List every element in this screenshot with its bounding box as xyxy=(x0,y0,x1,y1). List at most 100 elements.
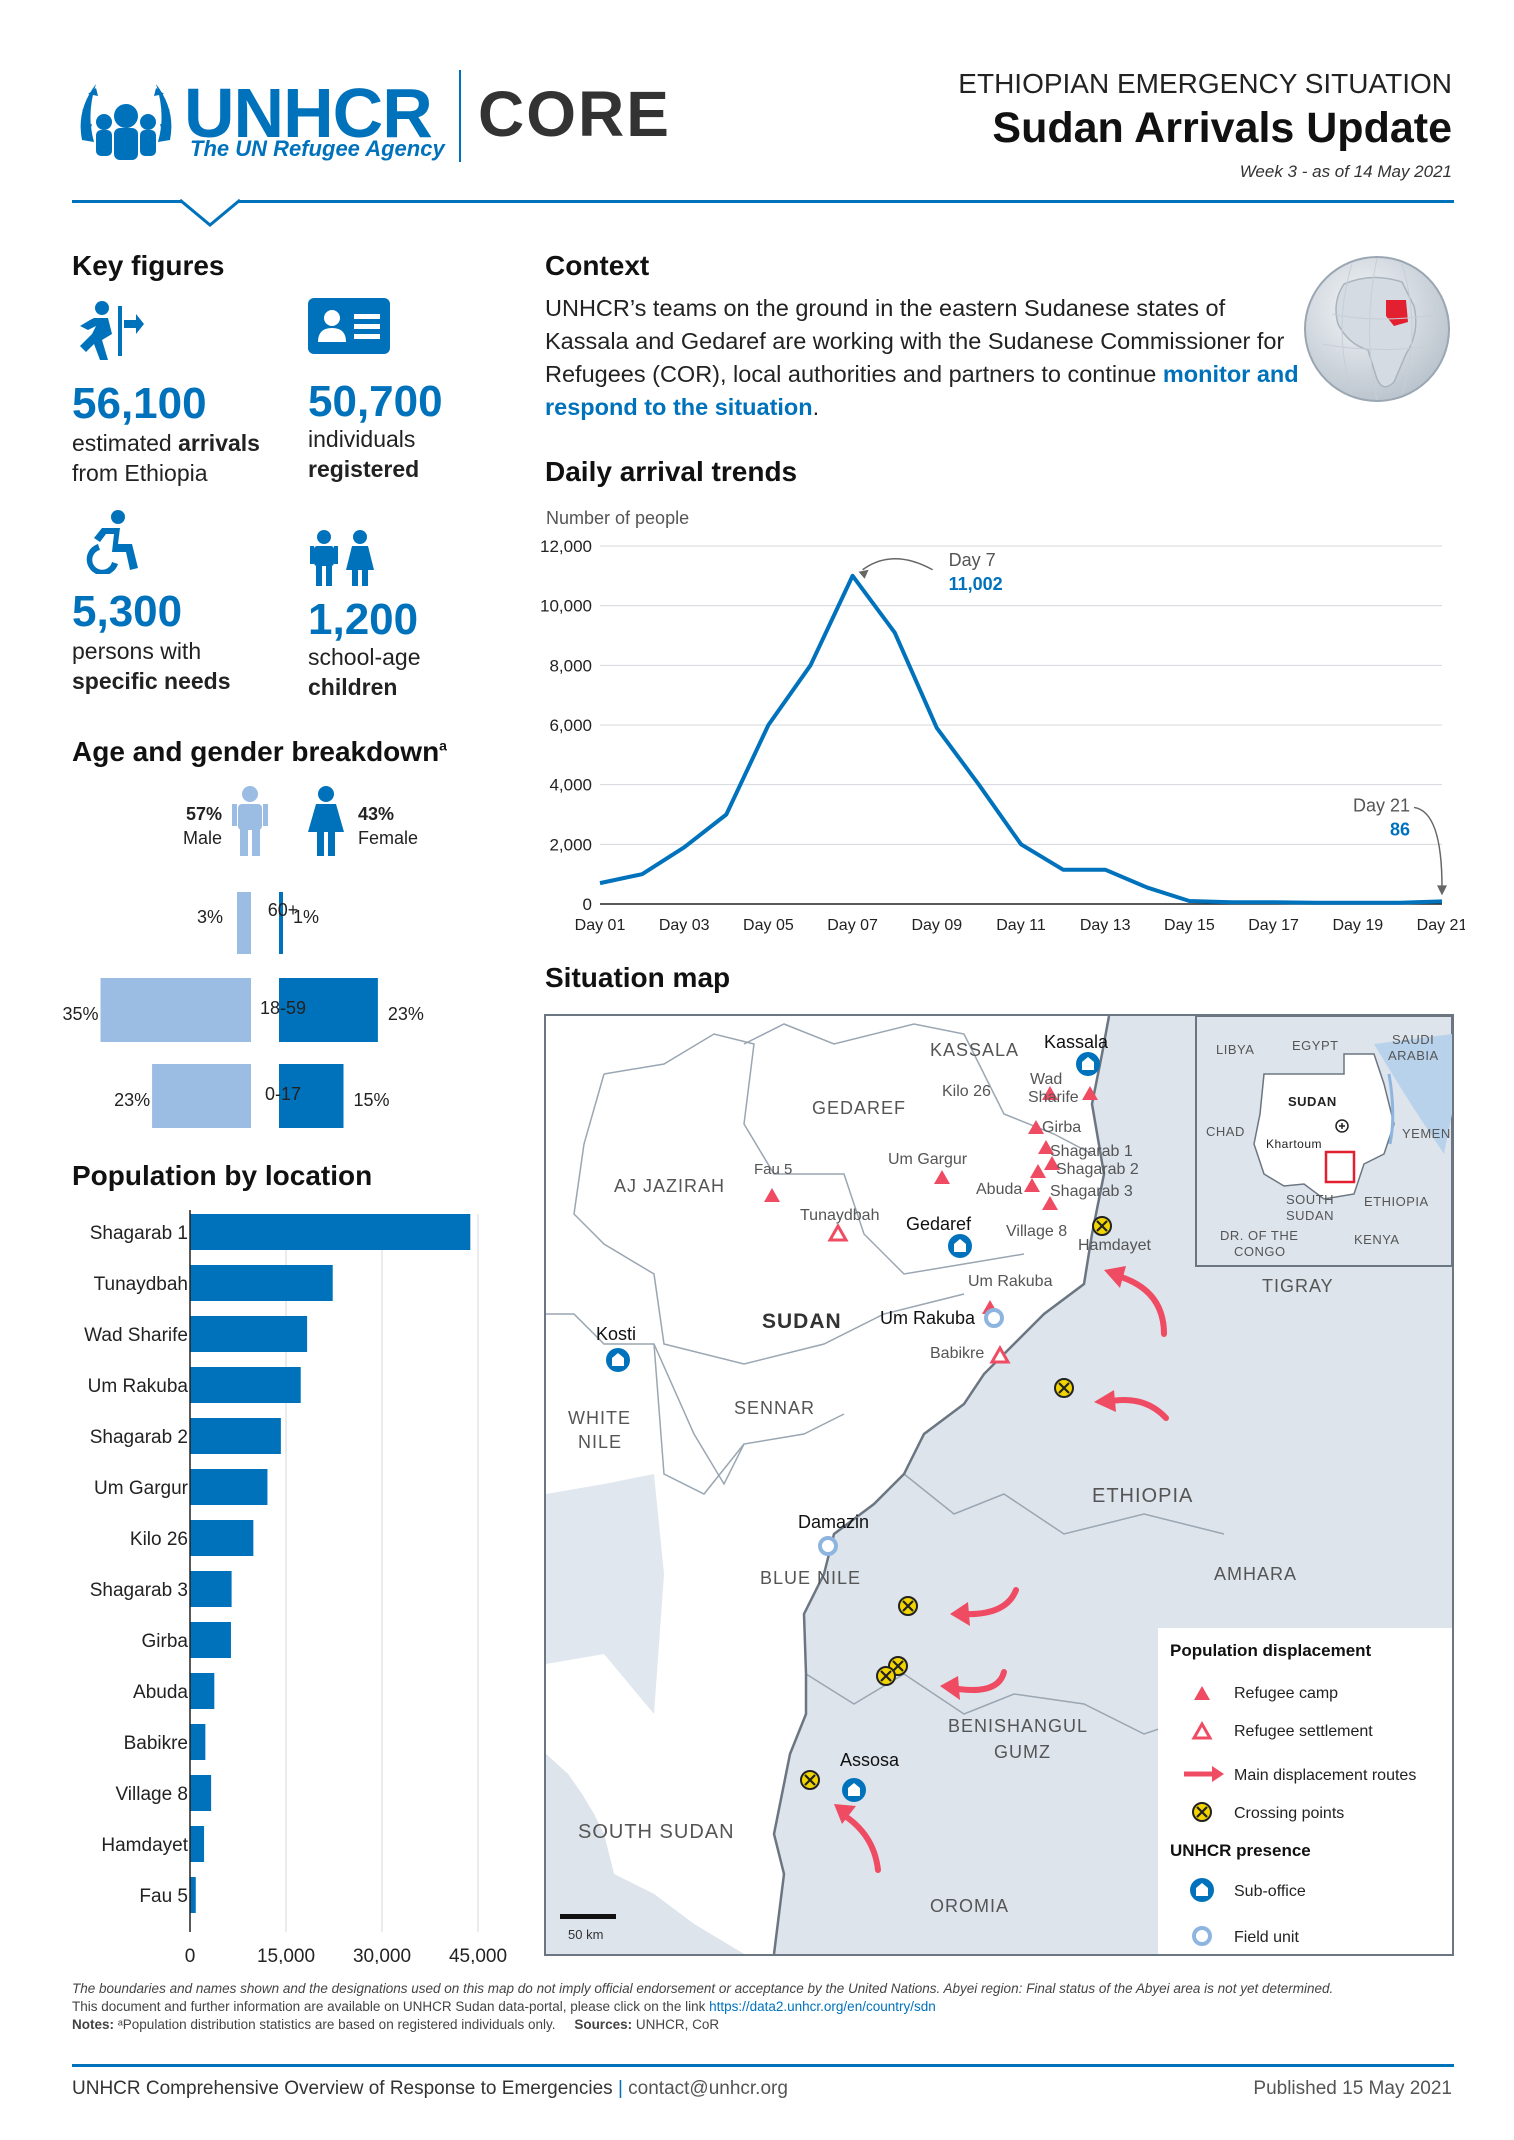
sub-offices xyxy=(606,1052,1100,1802)
place-wad: Wad xyxy=(1030,1071,1062,1088)
page-title: Sudan Arrivals Update xyxy=(992,104,1452,152)
region-sudan: SUDAN xyxy=(762,1310,842,1333)
disclaimer: The boundaries and names shown and the d… xyxy=(72,1981,1334,2032)
legend-crossing: Crossing points xyxy=(1234,1805,1344,1822)
category-label: Shagarab 2 xyxy=(90,1427,188,1448)
field-units xyxy=(818,1308,1004,1556)
inset-arabia: ARABIA xyxy=(1388,1048,1439,1063)
x-tick-label: Day 17 xyxy=(1248,917,1299,934)
y-tick-label: 10,000 xyxy=(540,597,592,616)
region-white-nile-2: NILE xyxy=(578,1432,622,1452)
male-share: 57% Male xyxy=(182,804,222,848)
inset-drc-1: DR. OF THE xyxy=(1220,1228,1298,1243)
registered-value: 50,700 xyxy=(308,377,443,426)
logo-divider xyxy=(459,70,461,162)
place-kilo26: Kilo 26 xyxy=(942,1083,991,1100)
region-blue-nile: BLUE NILE xyxy=(760,1568,861,1588)
scale-label: 50 km xyxy=(568,1927,603,1942)
inset-egypt: EGYPT xyxy=(1292,1038,1339,1053)
population-bar xyxy=(190,1265,333,1301)
inset-sudan: SUDAN xyxy=(1288,1094,1337,1109)
place-kassala: Kassala xyxy=(1044,1032,1109,1052)
population-bar xyxy=(190,1571,232,1607)
inset-south: SOUTH xyxy=(1286,1192,1334,1207)
legend-suboffice-icon xyxy=(1190,1878,1214,1902)
header-rule xyxy=(72,200,1454,203)
inset-drc-2: CONGO xyxy=(1234,1244,1286,1259)
legend-camp-icon xyxy=(1194,1686,1210,1700)
person-running-arrow-icon xyxy=(80,301,144,360)
inset-chad: CHAD xyxy=(1206,1124,1245,1139)
map-heading: Situation map xyxy=(545,962,731,993)
female-bar xyxy=(279,892,283,954)
category-label: Um Gargur xyxy=(94,1478,189,1499)
place-girba: Girba xyxy=(1042,1119,1081,1136)
x-tick-label: Day 15 xyxy=(1164,917,1215,934)
legend-field: Field unit xyxy=(1234,1929,1299,1946)
context-link[interactable]: monitor and respond to the situation xyxy=(545,361,1299,420)
id-card-icon xyxy=(308,298,390,354)
region-gedaref: GEDAREF xyxy=(812,1098,906,1118)
female-pct-label: 23% xyxy=(388,1004,424,1024)
age-group-label: 60+ xyxy=(268,900,299,920)
male-icon xyxy=(232,786,268,856)
last-annotation-label: Day 21 xyxy=(1353,795,1410,815)
legend-suboffice: Sub-office xyxy=(1234,1883,1306,1900)
region-gumz: GUMZ xyxy=(994,1742,1051,1762)
last-annotation-arrow xyxy=(1413,806,1443,888)
inset-ethiopia: ETHIOPIA xyxy=(1364,1194,1429,1209)
context-text: UNHCR’s teams on the ground in the easte… xyxy=(545,295,1299,420)
x-tick-label: 45,000 xyxy=(449,1946,507,1964)
legend-settlement: Refugee settlement xyxy=(1234,1723,1373,1740)
y-axis-title: Number of people xyxy=(546,508,689,528)
situation-map: KASSALA GEDAREF AJ JAZIRAH SUDAN SENNAR … xyxy=(544,1014,1454,1956)
children-text: school-age children xyxy=(308,644,421,700)
legend-routes: Main displacement routes xyxy=(1234,1767,1416,1784)
population-bar xyxy=(190,1469,268,1505)
region-ethiopia: ETHIOPIA xyxy=(1092,1485,1193,1507)
specific-needs-text: persons with specific needs xyxy=(72,638,231,694)
displacement-routes xyxy=(839,1273,1169,1873)
unhcr-logo-subtitle: The UN Refugee Agency xyxy=(190,136,445,161)
place-um-rakuba-unit: Um Rakuba xyxy=(880,1308,976,1328)
unhcr-logo: UNHCR xyxy=(184,74,433,152)
region-tigray: TIGRAY xyxy=(1262,1276,1334,1296)
daily-heading: Daily arrival trends xyxy=(545,456,798,487)
children-icon xyxy=(310,530,374,586)
registered-text: individuals registered xyxy=(308,426,420,482)
category-label: Wad Sharife xyxy=(84,1325,188,1346)
female-pct-label: 1% xyxy=(293,907,319,927)
population-bar xyxy=(190,1520,254,1556)
category-label: Shagarab 3 xyxy=(90,1580,188,1601)
region-south-sudan: SOUTH SUDAN xyxy=(578,1821,735,1843)
female-icon xyxy=(308,786,344,856)
footer-left: UNHCR Comprehensive Overview of Response… xyxy=(72,2078,788,2099)
arrivals-series-line xyxy=(599,573,1443,905)
population-bar xyxy=(190,1622,231,1658)
category-label: Hamdayet xyxy=(101,1835,188,1856)
place-kosti: Kosti xyxy=(596,1324,636,1344)
peak-annotation-arrow xyxy=(862,558,933,571)
population-bar xyxy=(190,1673,215,1709)
legend-camp: Refugee camp xyxy=(1234,1685,1338,1702)
place-shagarab3: Shagarab 3 xyxy=(1050,1183,1133,1200)
week-date: Week 3 - as of 14 May 2021 xyxy=(1239,162,1452,181)
y-tick-label: 8,000 xyxy=(549,656,592,675)
refugee-camps xyxy=(764,1086,1098,1314)
contact-link[interactable]: contact@unhcr.org xyxy=(628,2078,788,2099)
category-label: Fau 5 xyxy=(139,1886,188,1907)
data-portal-link[interactable]: https://data2.unhcr.org/en/country/sdn xyxy=(709,1999,936,2014)
population-bar xyxy=(190,1877,196,1913)
inset-yemen: YEMEN xyxy=(1402,1126,1451,1141)
place-um-gargur: Um Gargur xyxy=(888,1151,968,1168)
arrivals-text: estimated arrivals from Ethiopia xyxy=(72,430,260,486)
category-label: Shagarab 1 xyxy=(90,1223,188,1244)
arrivals-value: 56,100 xyxy=(72,379,207,428)
y-tick-label: 4,000 xyxy=(549,776,592,795)
published-date: Published 15 May 2021 xyxy=(1253,2078,1452,2099)
category-label: Um Rakuba xyxy=(88,1376,189,1397)
daily-arrivals-line-chart: Number of people 0 2,000 4,000 6,000 8,000 10,… xyxy=(540,508,1465,934)
region-aj-jazirah: AJ JAZIRAH xyxy=(614,1176,725,1196)
inset-south-sudan: SUDAN xyxy=(1286,1208,1334,1223)
header-notch xyxy=(180,199,240,227)
